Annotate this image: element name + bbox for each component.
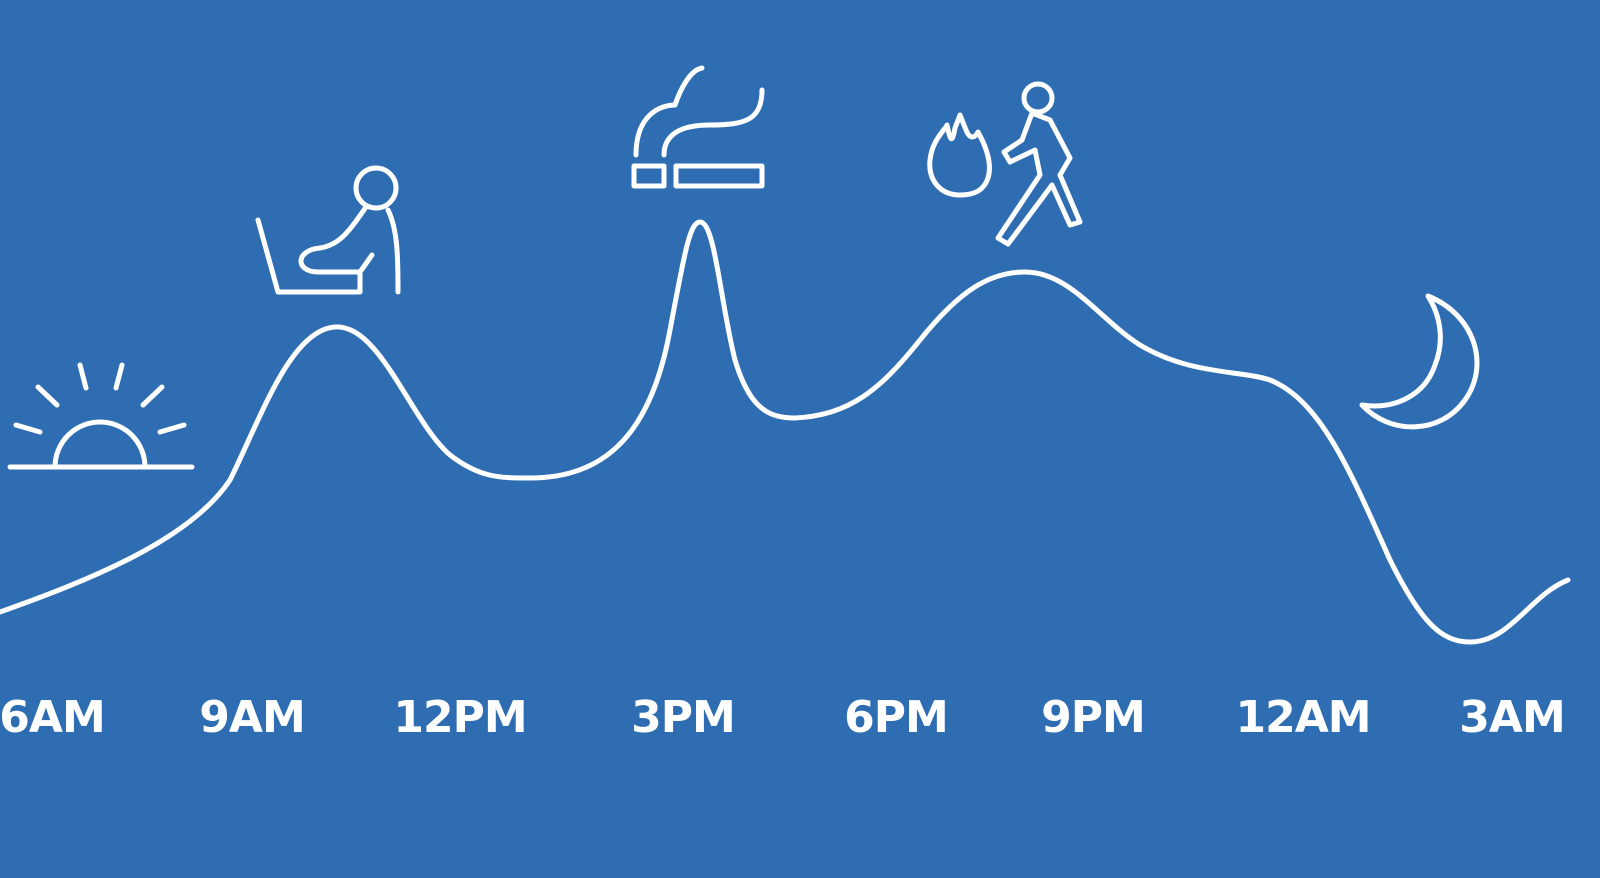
- time-label: 9PM: [1041, 692, 1146, 743]
- crescent-moon-icon: [1359, 293, 1480, 430]
- time-label: 3AM: [1459, 692, 1565, 743]
- running-person-icon: [995, 81, 1083, 247]
- time-label: 3PM: [631, 692, 736, 743]
- time-label: 6AM: [0, 692, 106, 743]
- person-at-laptop-icon: [255, 165, 401, 295]
- cigarette-smoking-icon: [631, 65, 765, 189]
- time-label: 6PM: [844, 692, 949, 743]
- time-label: 12AM: [1235, 692, 1371, 743]
- sunrise-icon: [7, 362, 195, 470]
- time-label: 9AM: [199, 692, 305, 743]
- energy-curve: [0, 219, 1571, 645]
- fire-icon: [927, 112, 993, 198]
- time-label: 12PM: [393, 692, 527, 743]
